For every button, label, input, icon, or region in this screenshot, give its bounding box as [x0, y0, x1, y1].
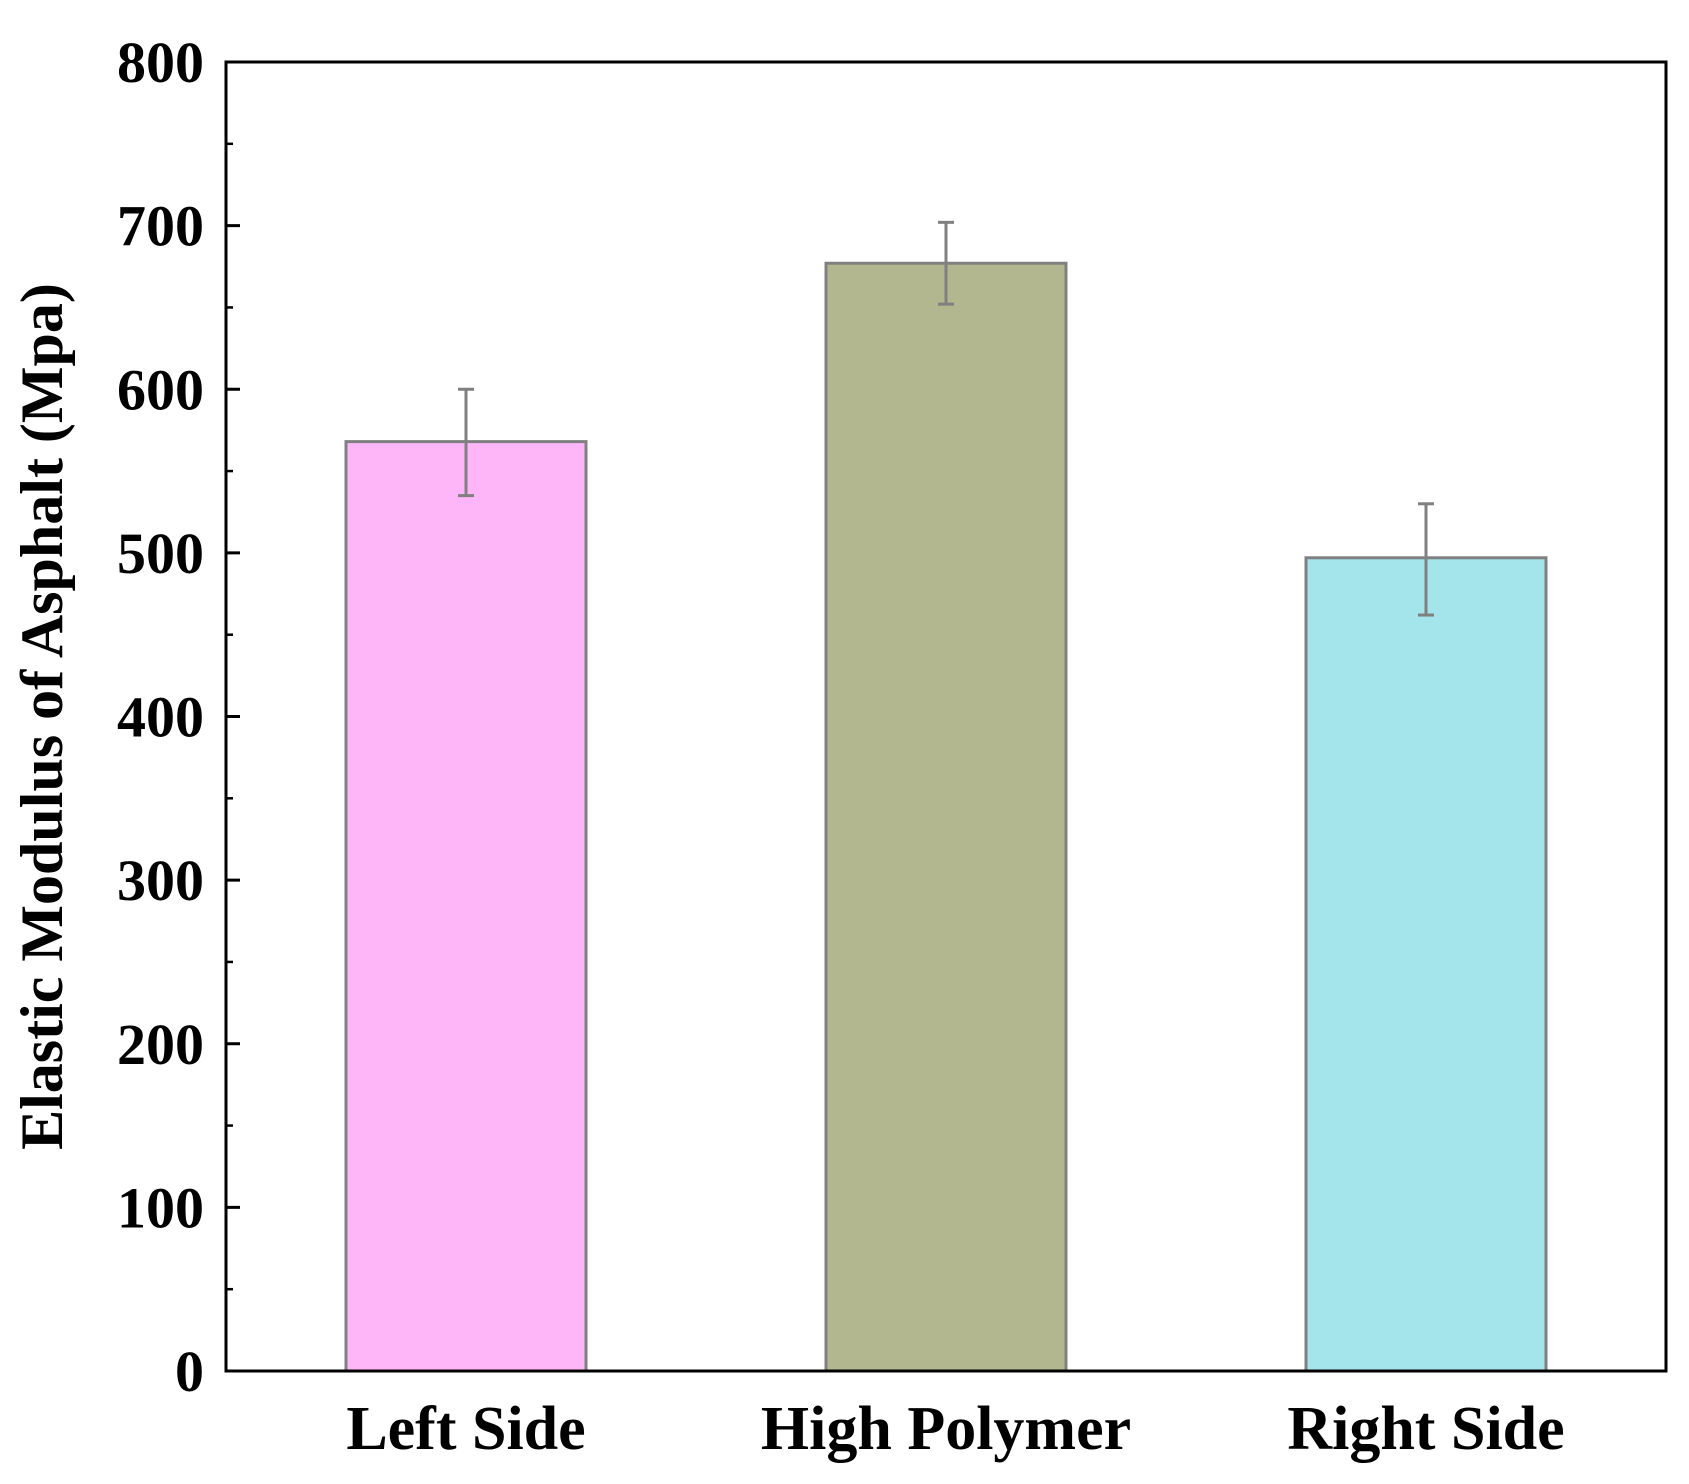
x-tick-label: Right Side — [1287, 1395, 1564, 1463]
y-tick-label: 200 — [117, 1012, 204, 1077]
y-axis-title: Elastic Modulus of Asphalt (Mpa) — [9, 283, 75, 1150]
y-tick-label: 600 — [117, 357, 204, 422]
y-tick-label: 400 — [117, 685, 204, 750]
x-tick-label: Left Side — [346, 1395, 585, 1463]
error-bars-layer — [458, 220, 1434, 617]
error-bar-left-side — [458, 387, 474, 498]
y-tick-label: 800 — [117, 30, 204, 95]
y-ticks-layer — [226, 60, 240, 1373]
y-tick-label: 300 — [117, 848, 204, 913]
bar-left-side — [344, 440, 588, 1373]
bar-right-side — [1304, 556, 1548, 1373]
error-bar-high-polymer — [938, 220, 954, 306]
y-tick-label: 500 — [117, 521, 204, 586]
y-tick-label: 700 — [117, 194, 204, 259]
x-tick-label: High Polymer — [761, 1395, 1131, 1463]
y-tick-label: 0 — [175, 1339, 204, 1404]
labels-layer: Left Side High Polymer Right Side 0 100 200 30… — [117, 30, 1565, 1463]
error-bar-right-side — [1418, 502, 1434, 617]
y-tick-label: 100 — [117, 1175, 204, 1240]
bars-layer — [344, 261, 1548, 1373]
bar-high-polymer — [824, 261, 1068, 1373]
